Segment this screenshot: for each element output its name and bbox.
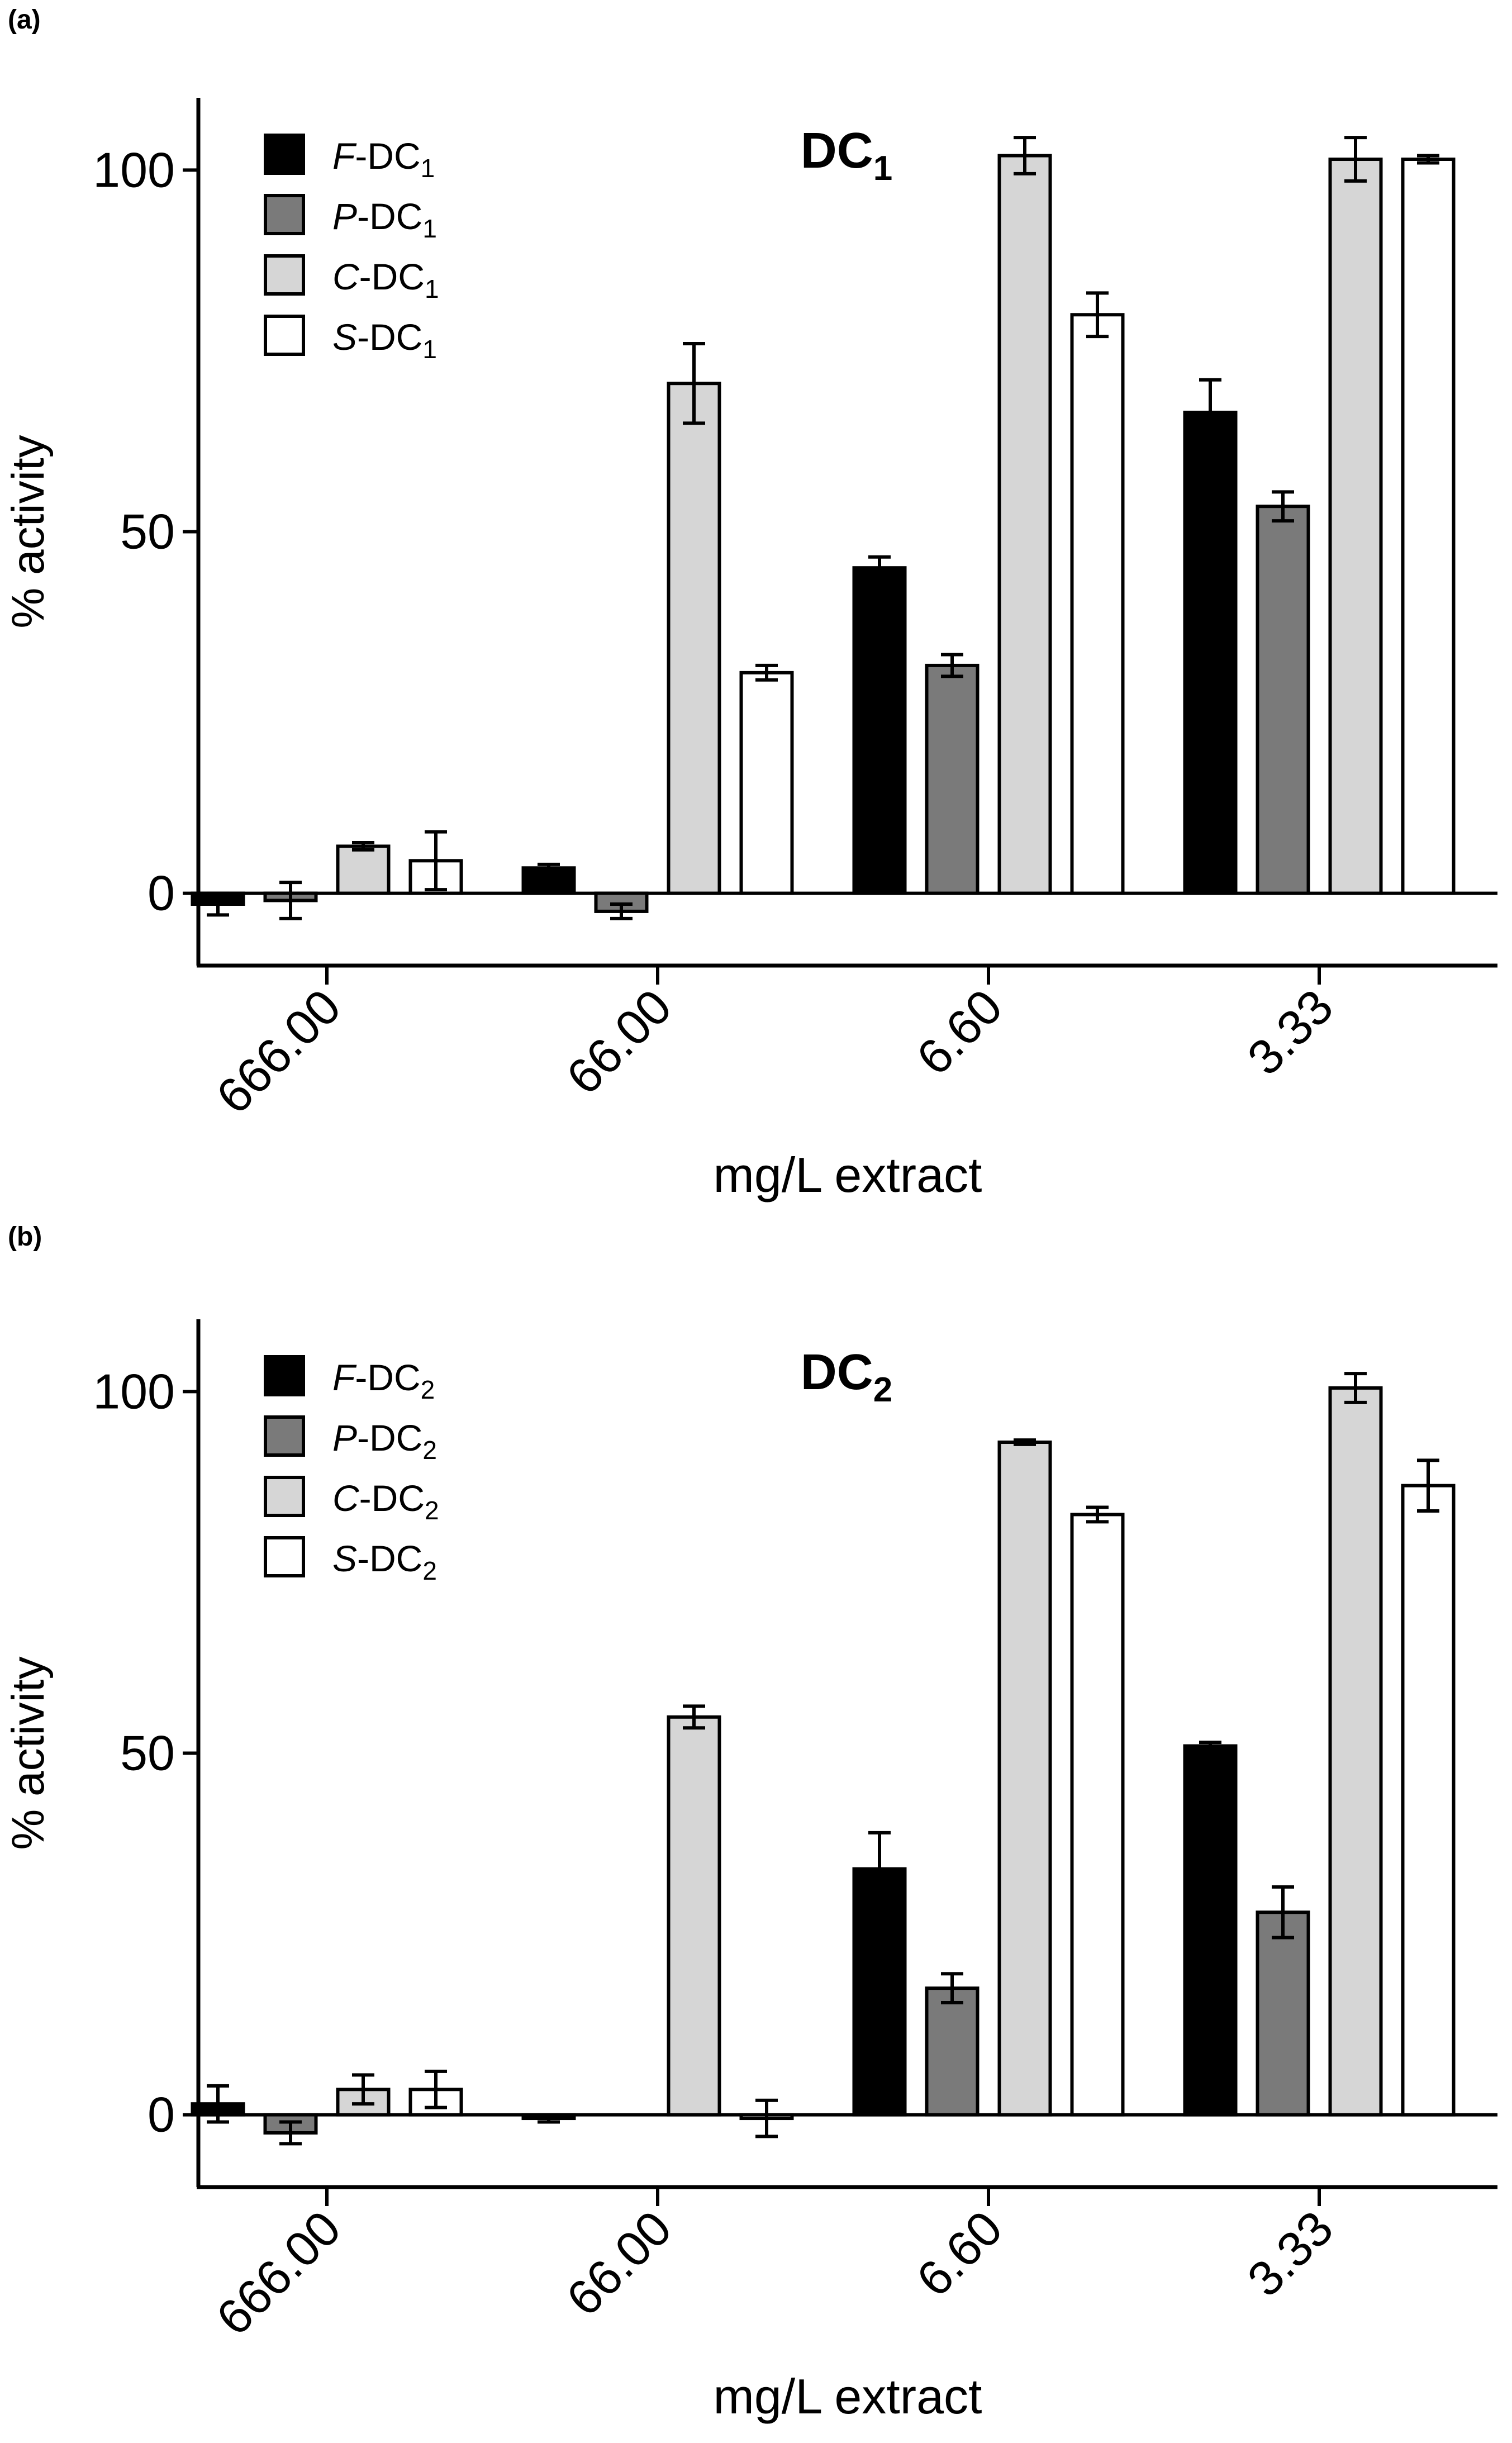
error-bar bbox=[1272, 490, 1294, 523]
bar-f-dc2-6.60 bbox=[852, 1867, 907, 2117]
error-bar bbox=[1417, 1458, 1439, 1513]
error-bar bbox=[425, 2069, 447, 2109]
error-bar bbox=[1417, 154, 1439, 165]
y-tick-label: 0 bbox=[148, 2087, 175, 2142]
legend-label-f-dc2: F-DC2 bbox=[332, 1357, 435, 1404]
legend-swatch-p-dc1 bbox=[264, 194, 305, 235]
legend: F-DC2 P-DC2 C-DC2 S-DC2 bbox=[264, 1355, 439, 1585]
chart-title: DC1 bbox=[801, 123, 892, 188]
panel-label-a: (a) bbox=[8, 5, 41, 35]
error-bar bbox=[868, 1831, 891, 1907]
panel-label-b: (b) bbox=[8, 1222, 42, 1252]
error-bar bbox=[1086, 1505, 1109, 1524]
error-bar bbox=[1199, 378, 1221, 447]
x-tick-label: 666.00 bbox=[206, 2200, 351, 2345]
legend-swatch-c-dc2 bbox=[264, 1476, 305, 1517]
error-bar bbox=[610, 902, 633, 920]
error-bar bbox=[1014, 136, 1036, 175]
y-tick-label: 0 bbox=[148, 866, 175, 921]
error-bar bbox=[538, 862, 560, 873]
error-bar bbox=[755, 2098, 778, 2138]
bar-c-dc1-3.33 bbox=[1328, 158, 1383, 895]
error-bar bbox=[755, 663, 778, 682]
legend-label-p-dc1: P-DC1 bbox=[332, 196, 437, 243]
bar-s-dc1-3.33 bbox=[1401, 158, 1456, 895]
error-bar bbox=[683, 342, 705, 425]
bar-s-dc2-3.33 bbox=[1401, 1484, 1456, 2117]
legend-label-f-dc1: F-DC1 bbox=[332, 135, 435, 183]
x-tick-label: 3.33 bbox=[1237, 2200, 1343, 2307]
legend-label-c-dc2: C-DC2 bbox=[332, 1477, 439, 1525]
bar-c-dc1-66.00 bbox=[667, 382, 721, 895]
bar-c-dc2-3.33 bbox=[1328, 1386, 1383, 2117]
error-bar bbox=[1086, 291, 1109, 339]
chart-title: DC2 bbox=[801, 1344, 892, 1409]
chart-panel-b: (b) 0 50 100 % activity 666.00 66.00 6.60 3.33 m… bbox=[0, 1222, 1512, 2443]
error-bar bbox=[352, 840, 374, 852]
error-bar bbox=[941, 1972, 963, 2004]
bar-p-dc2-3.33 bbox=[1256, 1910, 1310, 2117]
bar-f-dc1-6.60 bbox=[852, 566, 907, 895]
error-bar bbox=[207, 2084, 229, 2124]
bar-chart-dc2: 0 50 100 % activity 666.00 66.00 6.60 3.33 mg/L … bbox=[3, 1319, 1497, 2424]
bar-f-dc2-3.33 bbox=[1183, 1744, 1238, 2117]
bar-p-dc1-3.33 bbox=[1256, 505, 1310, 895]
y-axis-label: % activity bbox=[3, 1656, 54, 1850]
x-tick-label: 66.00 bbox=[556, 2200, 682, 2326]
legend-label-p-dc2: P-DC2 bbox=[332, 1417, 437, 1465]
error-bar bbox=[1344, 136, 1367, 183]
error-bar bbox=[207, 891, 229, 917]
y-tick-label: 100 bbox=[93, 1363, 175, 1419]
y-tick-label: 50 bbox=[120, 1726, 175, 1781]
bar-s-dc2-6.60 bbox=[1070, 1513, 1125, 2117]
x-axis-label: mg/L extract bbox=[714, 2369, 982, 2424]
legend-swatch-s-dc2 bbox=[264, 1536, 305, 1577]
bar-c-dc1-6.60 bbox=[997, 154, 1052, 895]
error-bar bbox=[279, 881, 302, 920]
legend-label-s-dc1: S-DC1 bbox=[332, 316, 437, 364]
x-tick-label: 666.00 bbox=[206, 978, 351, 1124]
bar-f-dc1-3.33 bbox=[1183, 410, 1238, 895]
y-axis-label: % activity bbox=[3, 435, 54, 628]
legend-swatch-f-dc2 bbox=[264, 1355, 305, 1396]
legend-swatch-s-dc1 bbox=[264, 315, 305, 356]
bar-c-dc2-6.60 bbox=[997, 1441, 1052, 2117]
bar-s-dc1-6.60 bbox=[1070, 313, 1125, 895]
bar-c-dc1-666.00 bbox=[336, 844, 391, 895]
error-bar bbox=[1272, 1885, 1294, 1940]
error-bar bbox=[352, 2073, 374, 2106]
legend-swatch-p-dc2 bbox=[264, 1415, 305, 1457]
legend-label-c-dc1: C-DC1 bbox=[332, 256, 439, 303]
legend-swatch-c-dc1 bbox=[264, 254, 305, 296]
error-bar bbox=[279, 2120, 302, 2146]
error-bar bbox=[1014, 1438, 1036, 1446]
x-tick-label: 66.00 bbox=[556, 978, 682, 1105]
bar-c-dc2-66.00 bbox=[667, 1715, 721, 2117]
error-bar bbox=[868, 555, 891, 581]
legend-swatch-f-dc1 bbox=[264, 134, 305, 175]
error-bar bbox=[538, 2113, 560, 2124]
bar-p-dc1-66.00 bbox=[594, 891, 649, 913]
bar-chart-dc1: 0 50 100 % activity 666.00 66.00 6.60 3.33 mg/L … bbox=[3, 98, 1497, 1203]
error-bar bbox=[1344, 1372, 1367, 1404]
x-tick-label: 6.60 bbox=[906, 978, 1012, 1085]
chart-panel-a: (a) 0 50 100 % activity 666.00 66.00 6.60 3.33 m… bbox=[3, 5, 1497, 1203]
error-bar bbox=[425, 830, 447, 892]
error-bar bbox=[941, 653, 963, 678]
x-tick-label: 3.33 bbox=[1237, 978, 1343, 1085]
error-bar bbox=[683, 1704, 705, 1730]
y-tick-label: 100 bbox=[93, 142, 175, 197]
legend: F-DC1 P-DC1 C-DC1 S-DC1 bbox=[264, 134, 439, 364]
bar-s-dc1-66.00 bbox=[739, 671, 794, 895]
error-bar bbox=[1199, 1741, 1221, 1752]
y-tick-label: 50 bbox=[120, 504, 175, 559]
bar-p-dc1-6.60 bbox=[925, 663, 980, 895]
x-axis-label: mg/L extract bbox=[714, 1147, 982, 1203]
legend-label-s-dc2: S-DC2 bbox=[332, 1538, 437, 1585]
bar-p-dc2-6.60 bbox=[925, 1986, 980, 2117]
x-tick-label: 6.60 bbox=[906, 2200, 1012, 2307]
